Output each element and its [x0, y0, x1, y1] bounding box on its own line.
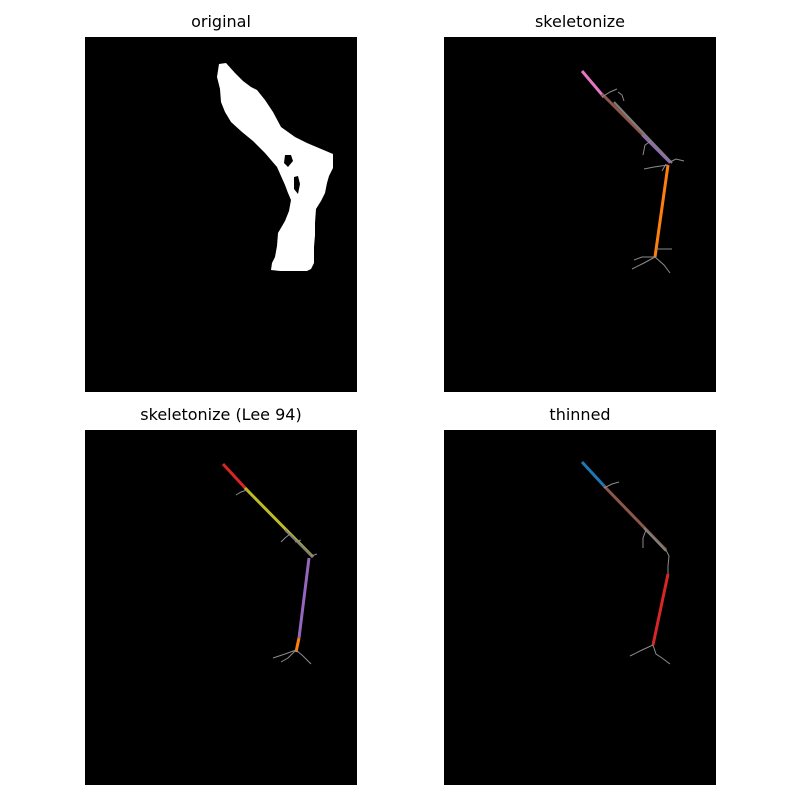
skeleton-branch — [221, 462, 249, 492]
skeleton-spurs — [235, 489, 318, 665]
skeletonize-image — [580, 70, 685, 274]
skeleton-spurs — [603, 481, 671, 665]
binary-mask-shape — [217, 63, 333, 271]
skeleton-branch — [613, 101, 673, 164]
panel-lee — [85, 430, 357, 785]
panel-title-skeletonize: skeletonize — [534, 12, 626, 31]
skeleton-spurs — [601, 88, 685, 274]
skeleton-branch — [651, 573, 670, 646]
skeleton-branch — [297, 557, 311, 639]
skeleton-branch — [580, 460, 608, 490]
panel-title-original: original — [191, 12, 251, 31]
original-mask-image — [217, 63, 333, 271]
skeleton-branch — [643, 527, 667, 552]
panel-skeletonize — [444, 37, 716, 392]
panel-title-lee: skeletonize (Lee 94) — [140, 405, 302, 424]
skeleton-branch — [653, 164, 670, 258]
panel-original — [85, 37, 357, 392]
thinned-image — [580, 460, 671, 665]
skeleton-branch — [641, 134, 671, 164]
lee-skeleton-image — [221, 462, 318, 665]
panel-title-thinned: thinned — [549, 405, 611, 424]
skeleton-branch — [294, 637, 301, 653]
skeleton-branch — [580, 70, 606, 98]
panel-thinned — [444, 430, 716, 785]
